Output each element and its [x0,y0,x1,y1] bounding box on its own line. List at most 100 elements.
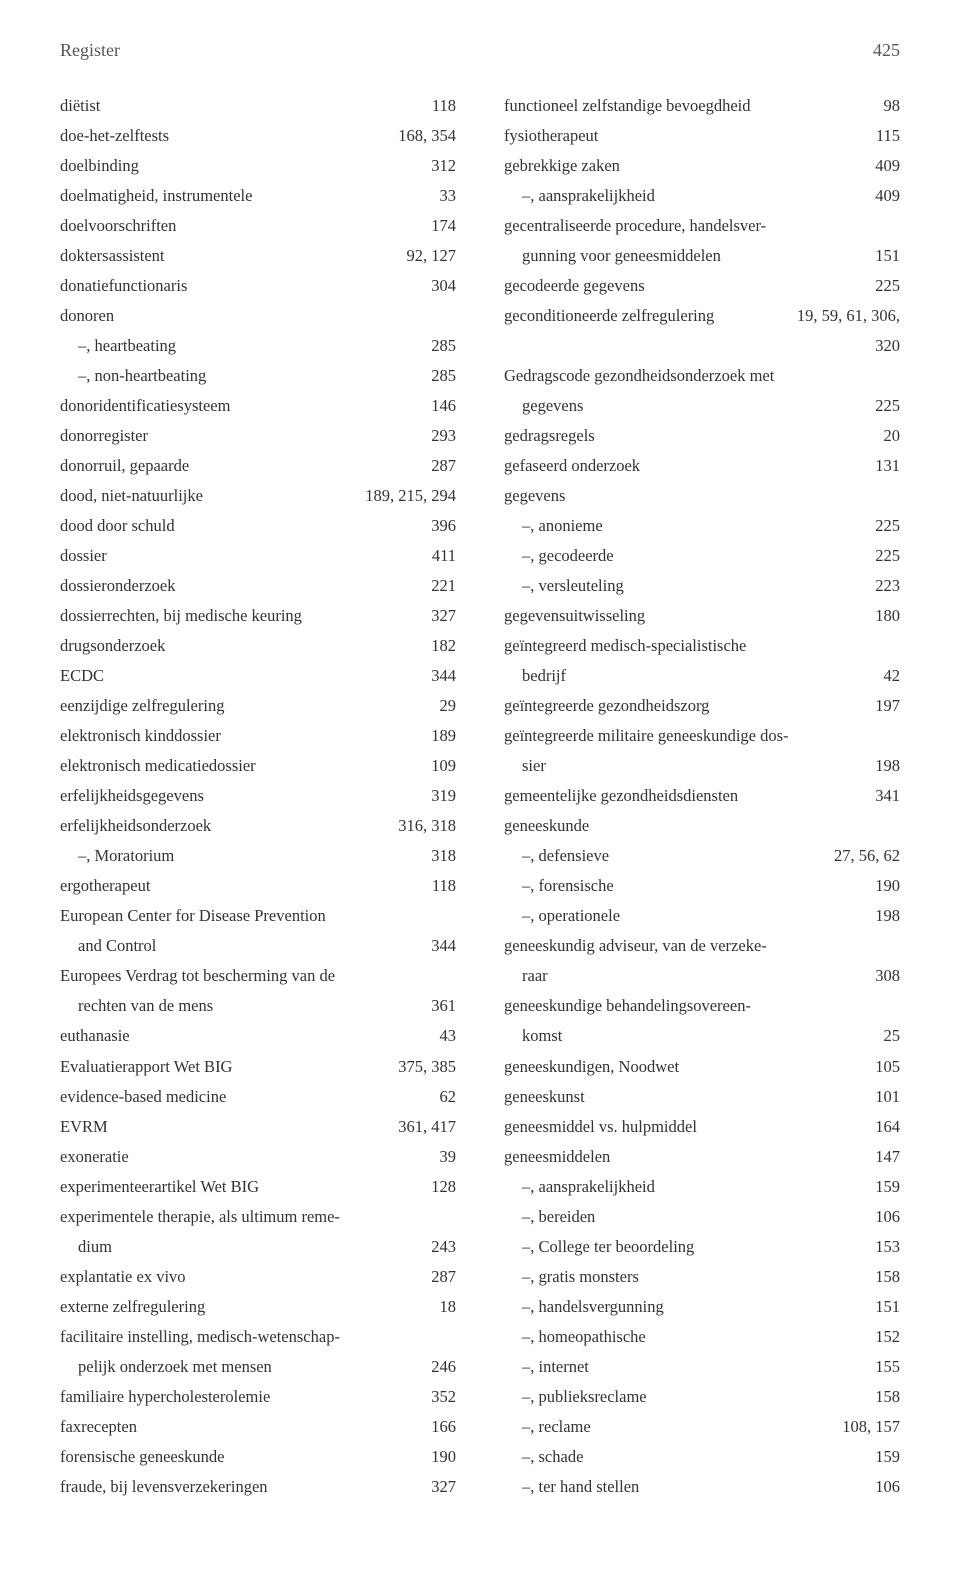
index-term: sier [522,751,546,781]
index-term: –, heartbeating [78,331,176,361]
index-pages: 106 [863,1472,900,1502]
index-pages: 18 [428,1292,457,1322]
index-term: doelvoorschriften [60,211,176,241]
index-pages: 223 [863,571,900,601]
index-pages: 341 [863,781,900,811]
index-entry: gebrekkige zaken409 [504,151,900,181]
index-term: –, handelsvergunning [522,1292,664,1322]
index-term: geneeskundigen, Noodwet [504,1052,679,1082]
index-term: –, aansprakelijkheid [522,181,655,211]
index-entry: geneeskundig adviseur, van de verzeke- [504,931,900,961]
index-term: dood, niet-natuurlijke [60,481,203,511]
index-term: drugsonderzoek [60,631,165,661]
header-title: Register [60,40,120,61]
index-pages: 128 [419,1172,456,1202]
index-term: ergotherapeut [60,871,150,901]
index-pages: 166 [419,1412,456,1442]
index-term: –, defensieve [522,841,609,871]
index-term: geconditioneerde zelfregulering [504,301,714,331]
index-entry: donatiefunctionaris304 [60,271,456,301]
index-pages: 190 [863,871,900,901]
index-term: Gedragscode gezondheidsonderzoek met [504,361,774,391]
index-pages: 92, 127 [395,241,457,271]
index-term: dood door schuld [60,511,175,541]
index-entry: gegevensuitwisseling180 [504,601,900,631]
index-entry: diëtist 118 [60,91,456,121]
index-entry: dood, niet-natuurlijke189, 215, 294 [60,481,456,511]
index-term: geïntegreerde militaire geneeskundige do… [504,721,789,751]
index-term: eenzijdige zelfregulering [60,691,224,721]
index-term: gegevens [522,391,583,421]
index-entry: –, anonieme225 [504,511,900,541]
index-entry: doktersassistent92, 127 [60,241,456,271]
index-entry: raar308 [504,961,900,991]
index-pages: 409 [863,181,900,211]
index-entry: experimenteerartikel Wet BIG128 [60,1172,456,1202]
index-pages: 198 [863,751,900,781]
index-entry: gemeentelijke gezondheidsdiensten341 [504,781,900,811]
index-entry: dood door schuld 396 [60,511,456,541]
index-term: gegevens [504,481,565,511]
index-term: –, schade [522,1442,583,1472]
index-entry: komst25 [504,1021,900,1051]
index-term: geneesmiddel vs. hulpmiddel [504,1112,697,1142]
index-term: –, operationele [522,901,620,931]
index-entry: ergotherapeut118 [60,871,456,901]
index-term: –, bereiden [522,1202,595,1232]
index-pages: 152 [863,1322,900,1352]
header-page-number: 425 [873,40,900,61]
index-entry: –, aansprakelijkheid 409 [504,181,900,211]
index-pages: 197 [863,691,900,721]
index-pages: 108, 157 [830,1412,900,1442]
index-pages: 20 [872,421,901,451]
index-term: fysiotherapeut [504,121,598,151]
right-column: functioneel zelfstandige bevoegdheid98fy… [504,91,900,1502]
page: Register 425 diëtist 118 doe-het-zelftests… [0,0,960,1542]
index-pages: 19, 59, 61, 306, [785,301,900,331]
index-entry: –, non-heartbeating285 [60,361,456,391]
index-pages: 316, 318 [386,811,456,841]
index-term: gecentraliseerde procedure, handelsver- [504,211,766,241]
index-entry: evidence-based medicine62 [60,1082,456,1112]
index-entry: –, operationele 198 [504,901,900,931]
index-entry: geneeskunst 101 [504,1082,900,1112]
index-pages: 285 [419,361,456,391]
index-term: geneeskunst [504,1082,585,1112]
index-pages: 320 [863,331,900,361]
index-term: gunning voor geneesmiddelen [522,241,721,271]
index-entry: donoren [60,301,456,331]
index-pages: 327 [419,601,456,631]
index-term: explantatie ex vivo [60,1262,186,1292]
index-pages: 396 [419,511,456,541]
index-pages: 164 [863,1112,900,1142]
index-pages: 158 [863,1382,900,1412]
index-term: experimentele therapie, als ultimum reme… [60,1202,340,1232]
index-entry: gecodeerde gegevens225 [504,271,900,301]
index-entry: familiaire hypercholesterolemie352 [60,1382,456,1412]
index-term: –, reclame [522,1412,591,1442]
index-term: dossieronderzoek [60,571,175,601]
index-entry: geïntegreerde gezondheidszorg197 [504,691,900,721]
index-term: doelbinding [60,151,139,181]
index-pages: 198 [863,901,900,931]
index-term: diëtist [60,91,100,121]
index-pages: 118 [420,91,456,121]
index-entry: –, Moratorium318 [60,841,456,871]
page-header: Register 425 [60,40,900,61]
index-pages: 146 [419,391,456,421]
index-term: donoren [60,301,114,331]
index-entry: geïntegreerd medisch-specialistische [504,631,900,661]
index-entry: donorregister293 [60,421,456,451]
index-entry: dossier411 [60,541,456,571]
index-entry: –, internet155 [504,1352,900,1382]
index-pages: 361, 417 [386,1112,456,1142]
index-term: –, gratis monsters [522,1262,639,1292]
index-pages: 225 [863,271,900,301]
index-entry: geconditioneerde zelfregulering 19, 59, 6… [504,301,900,331]
index-term: functioneel zelfstandige bevoegdheid [504,91,751,121]
index-entry: rechten van de mens361 [60,991,456,1021]
index-term: EVRM [60,1112,108,1142]
index-pages: 182 [419,631,456,661]
index-pages: 101 [863,1082,900,1112]
index-term: doe-het-zelftests [60,121,169,151]
